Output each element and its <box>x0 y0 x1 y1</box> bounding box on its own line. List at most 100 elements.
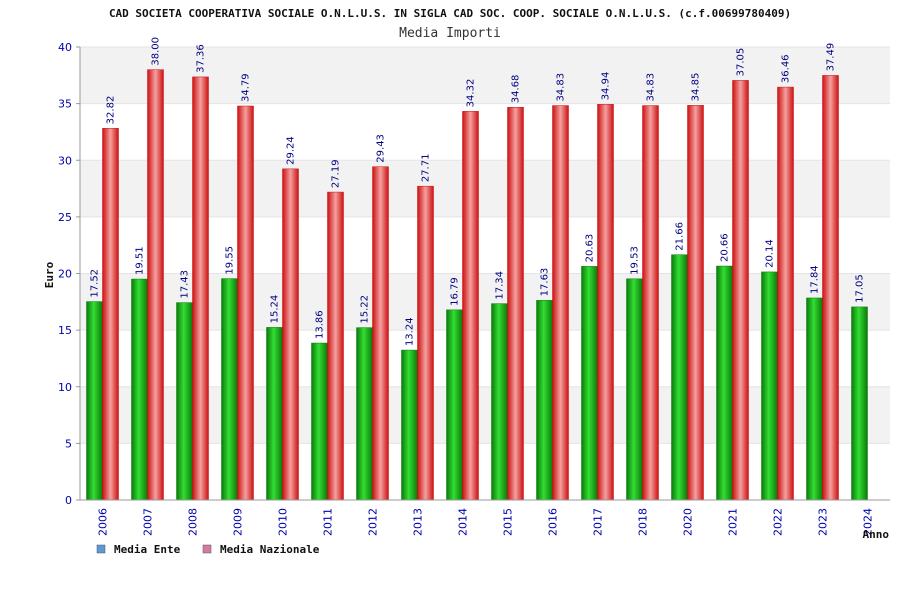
data-label-media-nazionale: 36.46 <box>781 54 792 83</box>
bar-media-ente <box>716 265 733 501</box>
y-tick-label: 20 <box>58 268 72 281</box>
x-tick-label: 2018 <box>637 508 650 536</box>
bar-media-ente <box>536 300 553 501</box>
x-tick-label: 2024 <box>862 508 875 536</box>
bar-media-nazionale <box>192 76 209 501</box>
bar-media-ente <box>626 278 643 501</box>
x-tick-label: 2008 <box>187 508 200 536</box>
data-label-media-nazionale: 34.83 <box>556 73 567 102</box>
data-labels: 17.52 32.82 19.51 38.00 17.43 37.36 19.55 34.79… <box>90 37 866 346</box>
bar-media-ente <box>311 342 328 501</box>
grid-band <box>80 273 890 331</box>
data-label-media-nazionale: 34.85 <box>691 73 702 102</box>
x-tick-label: 2015 <box>502 508 515 536</box>
grid-band <box>80 160 890 217</box>
x-tick-label: 2020 <box>682 508 695 536</box>
bar-media-ente <box>266 327 283 501</box>
chart-subtitle: Media Importi <box>399 26 501 41</box>
legend-swatch <box>96 544 106 554</box>
legend-label: Media Nazionale <box>220 543 320 556</box>
x-tick-label: 2014 <box>457 508 470 536</box>
data-label-media-nazionale: 38.00 <box>151 37 162 66</box>
bar-media-ente <box>806 297 823 501</box>
data-label-media-nazionale: 27.71 <box>421 154 432 183</box>
bar-media-nazionale <box>237 105 254 501</box>
bar-media-nazionale <box>282 168 299 501</box>
grid-band <box>80 47 890 104</box>
data-label-media-ente: 16.79 <box>450 277 461 306</box>
data-label-media-ente: 15.24 <box>270 295 281 324</box>
bar-media-nazionale <box>147 69 164 501</box>
chart-title: CAD SOCIETA COOPERATIVA SOCIALE O.N.L.U.… <box>109 7 791 20</box>
x-tick-label: 2010 <box>277 508 290 536</box>
data-label-media-ente: 13.86 <box>315 310 326 339</box>
bar-media-ente <box>176 302 193 501</box>
y-tick-label: 0 <box>65 494 72 507</box>
bar-media-ente <box>221 278 238 501</box>
data-label-media-ente: 17.43 <box>180 270 191 299</box>
data-label-media-ente: 21.66 <box>675 222 686 251</box>
bar-media-nazionale <box>597 104 614 501</box>
bars <box>86 69 868 501</box>
data-label-media-ente: 19.53 <box>630 246 641 275</box>
x-tick-label: 2009 <box>232 508 245 536</box>
legend-swatch <box>202 544 212 554</box>
y-tick-label: 10 <box>58 381 72 394</box>
bar-media-ente <box>86 301 103 501</box>
data-label-media-ente: 17.84 <box>810 265 821 294</box>
grid-band <box>80 386 890 444</box>
data-label-media-nazionale: 29.43 <box>376 134 387 163</box>
data-label-media-ente: 17.63 <box>540 268 551 297</box>
bar-media-ente <box>401 349 418 501</box>
bar-media-nazionale <box>327 191 344 501</box>
bar-media-ente <box>491 303 508 501</box>
bar-media-nazionale <box>777 86 794 501</box>
y-axis: 0 5 10 15 20 25 30 35 40 <box>58 41 81 507</box>
data-label-media-nazionale: 34.83 <box>646 73 657 102</box>
x-tick-label: 2016 <box>547 508 560 536</box>
y-tick-label: 30 <box>58 154 72 167</box>
bar-media-nazionale <box>372 166 389 501</box>
bar-media-nazionale <box>822 75 839 501</box>
x-tick-label: 2021 <box>727 508 740 536</box>
x-tick-label: 2006 <box>97 508 110 536</box>
bar-media-ente <box>851 306 868 501</box>
data-label-media-ente: 19.51 <box>135 246 146 275</box>
bar-media-nazionale <box>417 185 434 501</box>
bar-media-ente <box>131 278 148 501</box>
data-label-media-nazionale: 34.79 <box>241 73 252 102</box>
data-label-media-ente: 20.66 <box>720 233 731 262</box>
x-tick-label: 2012 <box>367 508 380 536</box>
bar-media-ente <box>671 254 688 501</box>
x-tick-label: 2011 <box>322 508 335 536</box>
x-axis: 2006 2007 2008 2009 2010 2011 2012 2013 2014 2015… <box>80 499 890 536</box>
legend-label: Media Ente <box>114 543 181 556</box>
data-label-media-nazionale: 32.82 <box>106 96 117 125</box>
bar-media-ente <box>446 309 463 501</box>
y-tick-label: 15 <box>58 324 72 337</box>
bar-media-nazionale <box>507 106 524 501</box>
data-label-media-ente: 19.55 <box>225 246 236 275</box>
data-label-media-nazionale: 27.19 <box>331 159 342 188</box>
bar-media-nazionale <box>732 80 749 501</box>
x-tick-label: 2017 <box>592 508 605 536</box>
y-tick-label: 5 <box>65 437 72 450</box>
data-label-media-ente: 15.22 <box>360 295 371 324</box>
data-label-media-ente: 17.34 <box>495 271 506 300</box>
data-label-media-ente: 17.05 <box>855 274 866 303</box>
y-tick-label: 35 <box>58 98 72 111</box>
bar-media-ente <box>761 271 778 501</box>
x-tick-label: 2023 <box>817 508 830 536</box>
data-label-media-nazionale: 37.49 <box>826 43 837 72</box>
y-tick-label: 40 <box>58 41 72 54</box>
plot-background <box>80 46 890 501</box>
data-label-media-nazionale: 37.05 <box>736 48 747 77</box>
data-label-media-nazionale: 37.36 <box>196 44 207 73</box>
x-axis-title: Anno <box>863 528 890 541</box>
y-tick-label: 25 <box>58 211 72 224</box>
bar-media-ente <box>356 327 373 501</box>
bar-media-nazionale <box>642 105 659 501</box>
data-label-media-nazionale: 34.68 <box>511 75 522 104</box>
x-tick-label: 2022 <box>772 508 785 536</box>
